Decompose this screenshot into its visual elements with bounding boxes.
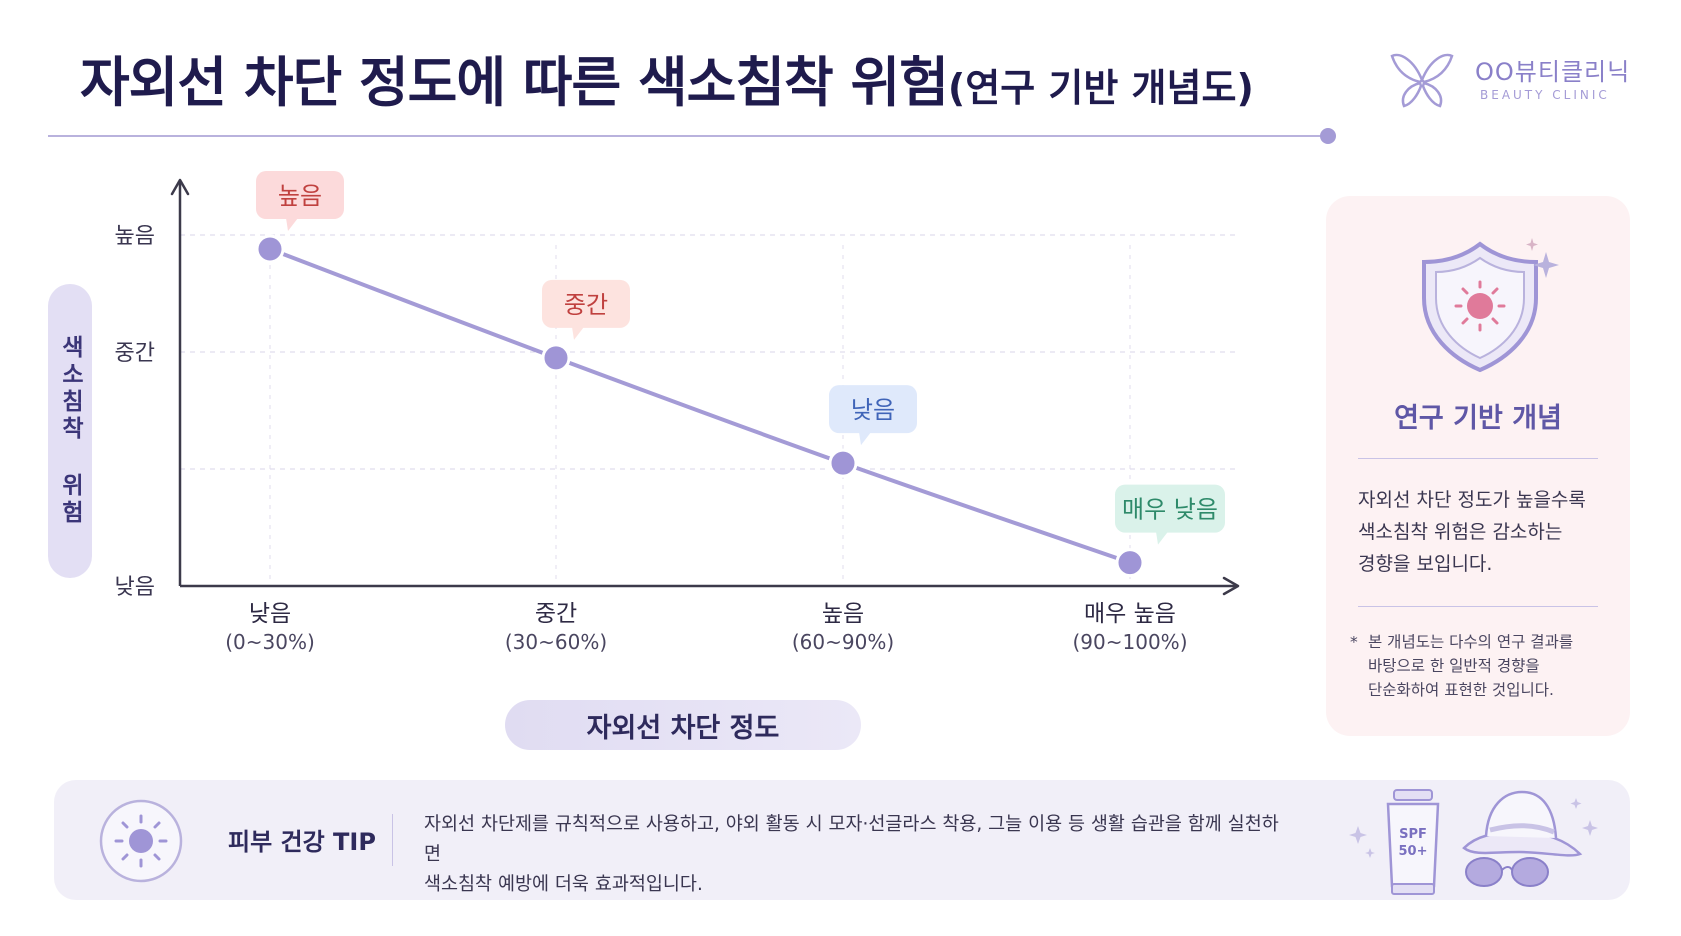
callout-bubble xyxy=(542,279,630,328)
y-axis-arrow xyxy=(170,178,190,196)
data-point xyxy=(255,234,285,264)
callout-bubble xyxy=(256,171,344,220)
card-body-line: 색소침착 위험은 감소하는 xyxy=(1358,521,1563,543)
footnote-line: 본 개념도는 다수의 연구 결과를 xyxy=(1368,633,1574,651)
callout-pointer xyxy=(286,218,298,232)
title-divider xyxy=(48,135,1331,137)
card-body-line: 경향을 보입니다. xyxy=(1358,553,1493,575)
research-concept-card: 연구 기반 개념 자외선 차단 정도가 높을수록 색소침착 위험은 감소하는 경… xyxy=(1326,196,1630,736)
butterfly-logo-icon xyxy=(1390,53,1454,108)
x-tick-range: (0~30%) xyxy=(225,630,315,654)
y-tick-label: 높음 xyxy=(115,224,155,249)
x-tick-label: 낮음 xyxy=(249,601,291,627)
title-divider-dot xyxy=(1320,128,1336,144)
data-point xyxy=(541,343,571,373)
point-callout: 높음 xyxy=(256,171,344,232)
x-tick-label: 매우 높음 xyxy=(1084,601,1176,627)
title-main: 자외선 차단 정도에 따른 색소침착 위험 xyxy=(80,51,949,114)
x-axis-label-text: 자외선 차단 정도 xyxy=(586,712,780,744)
data-label: 낮음 xyxy=(851,396,895,424)
x-tick-range: (30~60%) xyxy=(505,630,607,654)
spf-label: SPF xyxy=(1399,827,1427,842)
y-tick-label: 중간 xyxy=(115,341,155,366)
x-tick-label: 중간 xyxy=(535,601,577,627)
logo-subtitle: BEAUTY CLINIC xyxy=(1480,88,1610,102)
footnote-line: 바탕으로 한 일반적 경향을 xyxy=(1368,657,1540,675)
card-title: 연구 기반 개념 xyxy=(1394,403,1562,434)
skin-health-tip-bar: 피부 건강 TIP 자외선 차단제를 규칙적으로 사용하고, 야외 활동 시 모… xyxy=(54,780,1630,900)
data-label: 중간 xyxy=(564,291,608,319)
point-callout: 중간 xyxy=(542,279,630,340)
x-tick-range: (60~90%) xyxy=(792,630,894,654)
callout-pointer xyxy=(859,432,871,446)
title-sub: (연구 기반 개념도) xyxy=(947,66,1254,110)
footnote-line: 단순화하여 표현한 것입니다. xyxy=(1368,681,1554,699)
shield-sun-icon xyxy=(1422,238,1559,373)
x-axis-arrow xyxy=(1222,576,1240,596)
card-body: 자외선 차단 정도가 높을수록 색소침착 위험은 감소하는 경향을 보입니다. xyxy=(1358,484,1610,580)
tip-line: 색소침착 예방에 더욱 효과적입니다. xyxy=(424,874,703,895)
page-title: 자외선 차단 정도에 따른 색소침착 위험(연구 기반 개념도) xyxy=(80,38,1254,117)
tip-title: 피부 건강 TIP xyxy=(228,828,376,856)
tip-line: 자외선 차단제를 규칙적으로 사용하고, 야외 활동 시 모자·선글라스 착용,… xyxy=(424,814,1279,865)
callout-pointer xyxy=(572,326,584,340)
sunscreen-hat-sunglasses-icon: SPF 50+ xyxy=(1349,789,1598,895)
card-footnote: * 본 개념도는 다수의 연구 결과를 바탕으로 한 일반적 경향을 단순화하여… xyxy=(1350,630,1618,702)
callout-bubble xyxy=(829,385,917,434)
card-divider xyxy=(1358,458,1598,459)
point-callout: 낮음 xyxy=(829,385,917,446)
card-divider xyxy=(1358,606,1598,607)
y-axis-label-text: 색소침착 위험 xyxy=(57,335,83,527)
data-point xyxy=(1115,548,1145,578)
y-axis-label: 색소침착 위험 xyxy=(48,284,92,578)
point-callout: 매우 낮음 xyxy=(1115,484,1225,545)
data-label: 높음 xyxy=(278,182,322,210)
tip-divider xyxy=(392,814,393,866)
card-body-line: 자외선 차단 정도가 높을수록 xyxy=(1358,489,1586,511)
data-point xyxy=(828,448,858,478)
callout-pointer xyxy=(1156,531,1168,545)
logo-name: OO뷰티클리닉 xyxy=(1475,58,1631,86)
x-tick-label: 높음 xyxy=(822,601,864,627)
sun-icon xyxy=(99,799,183,883)
series-line xyxy=(268,247,1132,565)
footnote-star: * xyxy=(1350,633,1358,651)
x-tick-range: (90~100%) xyxy=(1073,630,1188,654)
spf-value: 50+ xyxy=(1399,844,1428,859)
tip-text: 자외선 차단제를 규칙적으로 사용하고, 야외 활동 시 모자·선글라스 착용,… xyxy=(424,810,1294,900)
y-tick-label: 낮음 xyxy=(115,575,155,600)
callout-bubble xyxy=(1115,484,1225,533)
data-label: 매우 낮음 xyxy=(1122,496,1218,524)
x-axis-label: 자외선 차단 정도 xyxy=(505,700,861,750)
